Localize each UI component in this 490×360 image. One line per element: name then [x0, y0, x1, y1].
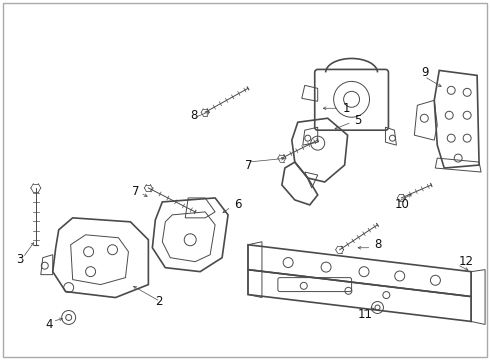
Text: 3: 3 [16, 253, 23, 266]
Text: 11: 11 [358, 308, 372, 321]
Text: 12: 12 [459, 255, 474, 268]
Text: 7: 7 [132, 185, 140, 198]
Text: 4: 4 [46, 318, 53, 331]
Text: 7: 7 [245, 158, 252, 172]
Text: 6: 6 [234, 198, 242, 211]
Text: 1: 1 [343, 102, 350, 115]
Text: 10: 10 [394, 198, 409, 211]
Text: 5: 5 [355, 114, 362, 127]
Text: 9: 9 [421, 66, 429, 79]
Text: 8: 8 [190, 109, 197, 122]
Text: 2: 2 [155, 295, 163, 308]
Text: 8: 8 [374, 238, 382, 251]
